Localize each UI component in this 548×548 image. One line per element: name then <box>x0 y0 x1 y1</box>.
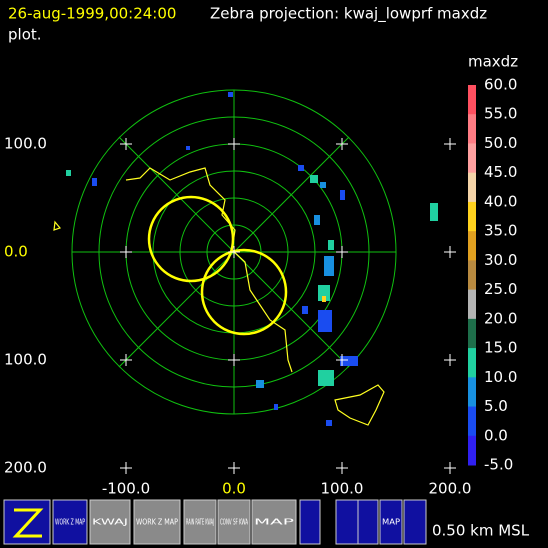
y-label: 100.0 <box>4 351 47 369</box>
button-label: WORK Z MAP <box>136 518 178 527</box>
colorbar-swatch <box>468 289 476 320</box>
button-frame <box>335 499 359 545</box>
button-label: CONV SF KWA <box>220 518 248 527</box>
button-frame <box>217 499 251 545</box>
colorbar-swatch <box>468 260 476 291</box>
button-frame <box>299 499 321 545</box>
colorbar-swatch <box>468 231 476 261</box>
range-ring <box>206 224 262 280</box>
button-frame <box>89 499 131 545</box>
x-label: 100.0 <box>321 480 364 498</box>
toolbar: WORK Z MAP KWAJ WORK Z MAP RAIN RATE KWAJ CO… <box>3 499 427 545</box>
grid-cross <box>336 354 348 366</box>
button[interactable]: MAP <box>251 499 297 545</box>
button[interactable] <box>403 499 427 545</box>
y-label: 200.0 <box>4 459 47 477</box>
button[interactable]: KWAJ <box>89 499 131 545</box>
colorbar-label: 30.0 <box>484 251 517 269</box>
colorbar-swatch <box>468 143 476 174</box>
button-frame <box>379 499 403 545</box>
grid-cross <box>444 354 456 366</box>
button[interactable]: WORK Z MAP <box>133 499 181 545</box>
colorbar-label: 10.0 <box>484 368 517 386</box>
range-ring <box>179 197 289 307</box>
button-label: MAP <box>382 518 400 527</box>
colorbar-swatch <box>468 406 476 437</box>
button-frame <box>251 499 297 545</box>
y-label: 100.0 <box>4 135 47 153</box>
echoes <box>66 92 438 426</box>
button[interactable]: RAIN RATE KWAJ <box>183 499 217 545</box>
grid-cross <box>120 246 132 258</box>
colorbar-swatch <box>468 201 476 232</box>
grid-cross <box>228 354 240 366</box>
colorbar-swatch <box>468 377 476 408</box>
button-frame <box>183 499 217 545</box>
timestamp: 26-aug-1999,00:24:00 <box>8 5 176 23</box>
colorbar-label: 0.0 <box>484 426 508 444</box>
colorbar-title: maxdz <box>468 53 518 71</box>
colorbar-label: 15.0 <box>484 339 517 357</box>
colorbar-swatch <box>468 318 476 349</box>
title: Zebra projection: kwaj_lowprf maxdz <box>210 5 487 24</box>
button[interactable]: WORK Z MAP <box>52 499 88 545</box>
colorbar-swatch <box>468 172 476 203</box>
button-label: MAP <box>254 518 294 527</box>
x-label: 200.0 <box>429 480 472 498</box>
button-label: WORK Z MAP <box>55 518 85 527</box>
button-label: KWAJ <box>92 518 128 527</box>
grid-cross <box>120 354 132 366</box>
coastline <box>53 167 385 426</box>
grid-cross <box>444 246 456 258</box>
x-label: -100.0 <box>102 480 150 498</box>
button-frame <box>133 499 181 545</box>
button[interactable]: CONV SF KWA <box>217 499 251 545</box>
colorbar-swatch <box>468 348 476 378</box>
grid-cross <box>228 462 240 474</box>
button-frame <box>403 499 427 545</box>
colorbar-label: 50.0 <box>484 134 517 152</box>
colorbar-label: 35.0 <box>484 222 517 240</box>
grid-cross <box>336 246 348 258</box>
title-cont: plot. <box>8 26 42 44</box>
colorbar-label: 60.0 <box>484 76 517 94</box>
button-frame <box>52 499 88 545</box>
grid-cross <box>336 462 348 474</box>
grid-cross <box>444 462 456 474</box>
colorbar-label: 20.0 <box>484 309 517 327</box>
z-icon <box>12 508 44 538</box>
range-ring <box>98 116 370 388</box>
altitude-label: 0.50 km MSL <box>432 522 530 540</box>
button[interactable] <box>335 499 359 545</box>
grid-cross <box>228 246 240 258</box>
grid-cross <box>336 138 348 150</box>
colorbar-label: 5.0 <box>484 397 508 415</box>
button-frame <box>357 499 379 545</box>
button[interactable] <box>299 499 321 545</box>
button[interactable] <box>357 499 379 545</box>
colorbar-swatch <box>468 435 476 466</box>
colorbar-swatch <box>468 114 476 144</box>
grid-cross <box>444 138 456 150</box>
range-ring <box>71 89 397 415</box>
x-label: 0.0 <box>222 480 246 498</box>
colorbar: 60.0 55.0 50.0 45.0 40.0 35.0 30.0 25.0 20.0 15.0… <box>468 76 517 474</box>
colorbar-label: 40.0 <box>484 192 517 210</box>
colorbar-label: 25.0 <box>484 280 517 298</box>
grid-cross <box>228 138 240 150</box>
colorbar-label: 45.0 <box>484 163 517 181</box>
button[interactable] <box>3 499 51 545</box>
range-circles <box>147 195 288 336</box>
colorbar-label: 55.0 <box>484 105 517 123</box>
grid-cross <box>120 138 132 150</box>
colorbar-swatch <box>468 85 476 115</box>
colorbar-label: -5.0 <box>484 456 513 474</box>
y-label: 0.0 <box>4 243 28 261</box>
button-label: RAIN RATE KWAJ <box>186 518 214 527</box>
grid-cross <box>120 462 132 474</box>
button[interactable]: MAP <box>379 499 403 545</box>
